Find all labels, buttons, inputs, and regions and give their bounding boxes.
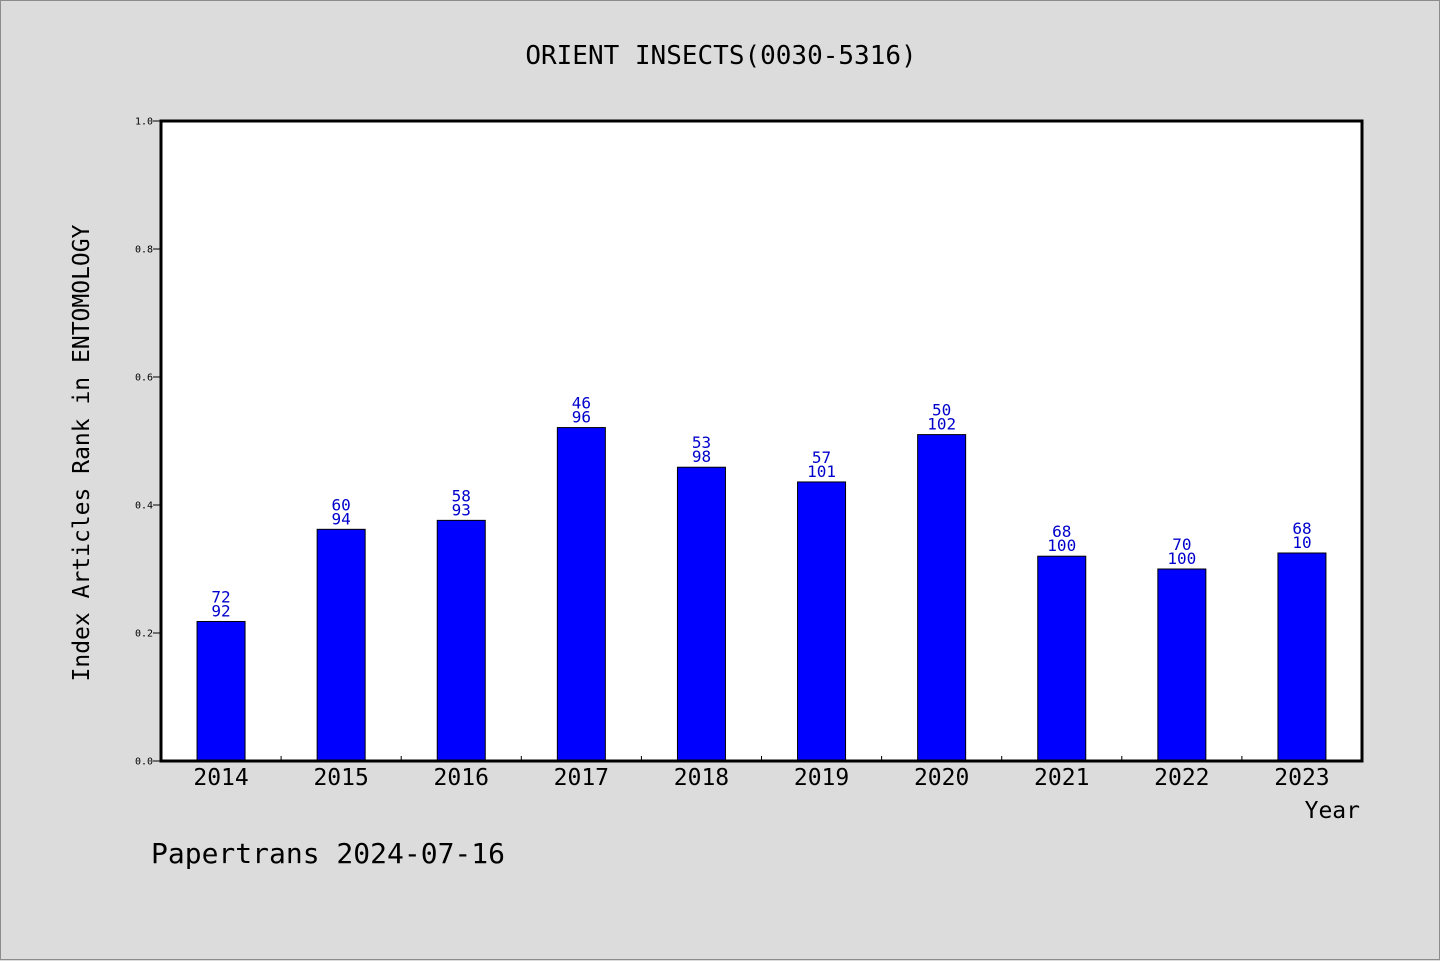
x-tick-label: 2021 bbox=[1034, 765, 1089, 791]
x-axis-ticks: 2014 2015 2016 2017 2018 2019 2020 2021 2022 2023 bbox=[193, 756, 1330, 791]
bar-2018 bbox=[676, 466, 726, 762]
footer-credit: Papertrans 2024-07-16 bbox=[151, 837, 505, 870]
bar-rank-label: 68 bbox=[1292, 519, 1311, 538]
bar-total-label: 96 bbox=[572, 408, 591, 427]
bar-2023 bbox=[1277, 552, 1327, 762]
bar-rank-label: 46 bbox=[572, 394, 591, 413]
y-tick-label: 0.0 bbox=[135, 757, 153, 768]
y-axis-ticks: 0.0 0.2 0.4 0.6 0.8 1.0 bbox=[135, 117, 161, 768]
bar-2022 bbox=[1157, 568, 1207, 762]
bar-total-label: 94 bbox=[332, 509, 351, 528]
plot-border bbox=[159, 119, 1364, 763]
y-tick-label: 0.8 bbox=[135, 245, 153, 256]
bar-2017 bbox=[556, 427, 606, 762]
bar-total-label: 10 bbox=[1292, 533, 1311, 552]
x-tick-label: 2020 bbox=[914, 765, 969, 791]
bar-total-label: 92 bbox=[211, 601, 230, 620]
x-tick-label: 2014 bbox=[193, 765, 248, 791]
bar-total-label: 102 bbox=[927, 415, 956, 434]
y-axis-label: Index Articles Rank in ENTOMOLOGY bbox=[69, 224, 95, 681]
bar-total-label: 100 bbox=[1047, 536, 1076, 555]
x-tick-label: 2019 bbox=[794, 765, 849, 791]
y-tick-label: 1.0 bbox=[135, 117, 153, 128]
bar-2020 bbox=[917, 434, 967, 762]
bar-total-label: 100 bbox=[1167, 549, 1196, 568]
bar-rank-label: 68 bbox=[1052, 522, 1071, 541]
x-tick-label: 2023 bbox=[1274, 765, 1329, 791]
chart-title: ORIENT INSECTS(0030-5316) bbox=[525, 41, 916, 71]
bar-total-label: 93 bbox=[452, 500, 471, 519]
y-tick-label: 0.2 bbox=[135, 629, 153, 640]
bar-2019 bbox=[797, 481, 847, 762]
x-tick-label: 2018 bbox=[674, 765, 729, 791]
bar-rank-label: 50 bbox=[932, 401, 951, 420]
bar-2014 bbox=[196, 620, 246, 762]
bar-total-label: 101 bbox=[807, 462, 836, 481]
bar-2016 bbox=[436, 519, 486, 762]
bar-rank-label: 70 bbox=[1172, 535, 1191, 554]
x-tick-label: 2022 bbox=[1154, 765, 1209, 791]
bar-total-label: 98 bbox=[692, 447, 711, 466]
bar-rank-label: 58 bbox=[452, 486, 471, 505]
x-tick-label: 2015 bbox=[313, 765, 368, 791]
bar-rank-label: 57 bbox=[812, 448, 831, 467]
y-tick-label: 0.4 bbox=[135, 501, 153, 512]
bars bbox=[196, 427, 1327, 762]
bar-2021 bbox=[1037, 555, 1087, 762]
x-tick-label: 2016 bbox=[434, 765, 489, 791]
x-tick-label: 2017 bbox=[554, 765, 609, 791]
y-tick-label: 0.6 bbox=[135, 373, 153, 384]
bar-rank-label: 60 bbox=[332, 495, 351, 514]
bar-2015 bbox=[316, 528, 366, 762]
bar-rank-label: 53 bbox=[692, 433, 711, 452]
bar-rank-label: 72 bbox=[211, 587, 230, 606]
x-axis-label: Year bbox=[1305, 798, 1360, 824]
